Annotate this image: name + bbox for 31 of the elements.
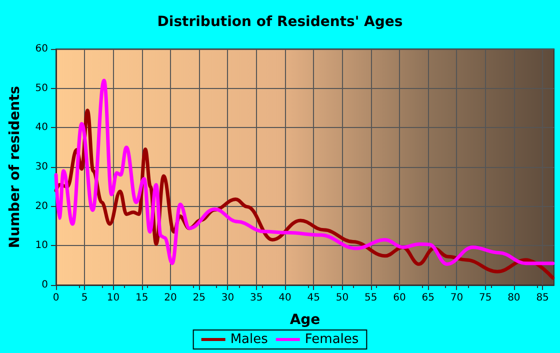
x-tick-label: 25 — [192, 292, 206, 304]
x-tick-label: 10 — [106, 292, 120, 304]
x-tick-label: 20 — [164, 292, 177, 304]
x-tick-label: 0 — [52, 292, 60, 304]
legend-label: Females — [304, 332, 359, 347]
x-tick-label: 60 — [393, 292, 406, 304]
x-tick-label: 80 — [508, 292, 520, 304]
y-tick-label: 20 — [35, 200, 48, 212]
x-tick-label: 5 — [81, 292, 88, 304]
y-tick-label: 60 — [35, 44, 48, 54]
x-tick-label: 35 — [250, 292, 263, 304]
x-tick-label: 15 — [135, 292, 148, 304]
x-tick-label: 30 — [221, 292, 234, 304]
y-tick-label: 30 — [35, 162, 48, 172]
y-axis-title: Number of residents — [7, 86, 23, 248]
y-tick-label: 40 — [35, 122, 48, 134]
x-tick-label: 70 — [450, 292, 464, 304]
x-tick-label: 40 — [278, 292, 292, 304]
x-tick-label: 65 — [422, 292, 434, 304]
x-tick-label: 85 — [536, 292, 549, 304]
line-series — [54, 78, 555, 266]
y-tick-label: 10 — [35, 240, 48, 252]
y-tick-label: 0 — [42, 280, 48, 290]
x-tick-label: 55 — [364, 292, 378, 304]
legend-label: Males — [230, 332, 268, 347]
x-tick-label: 45 — [307, 292, 320, 304]
y-tick-label: 50 — [35, 82, 48, 94]
x-tick-label: 75 — [478, 292, 492, 304]
x-axis-title: Age — [290, 312, 320, 328]
chart-title: Distribution of Residents' Ages — [157, 14, 403, 30]
x-tick-label: 50 — [336, 292, 349, 304]
